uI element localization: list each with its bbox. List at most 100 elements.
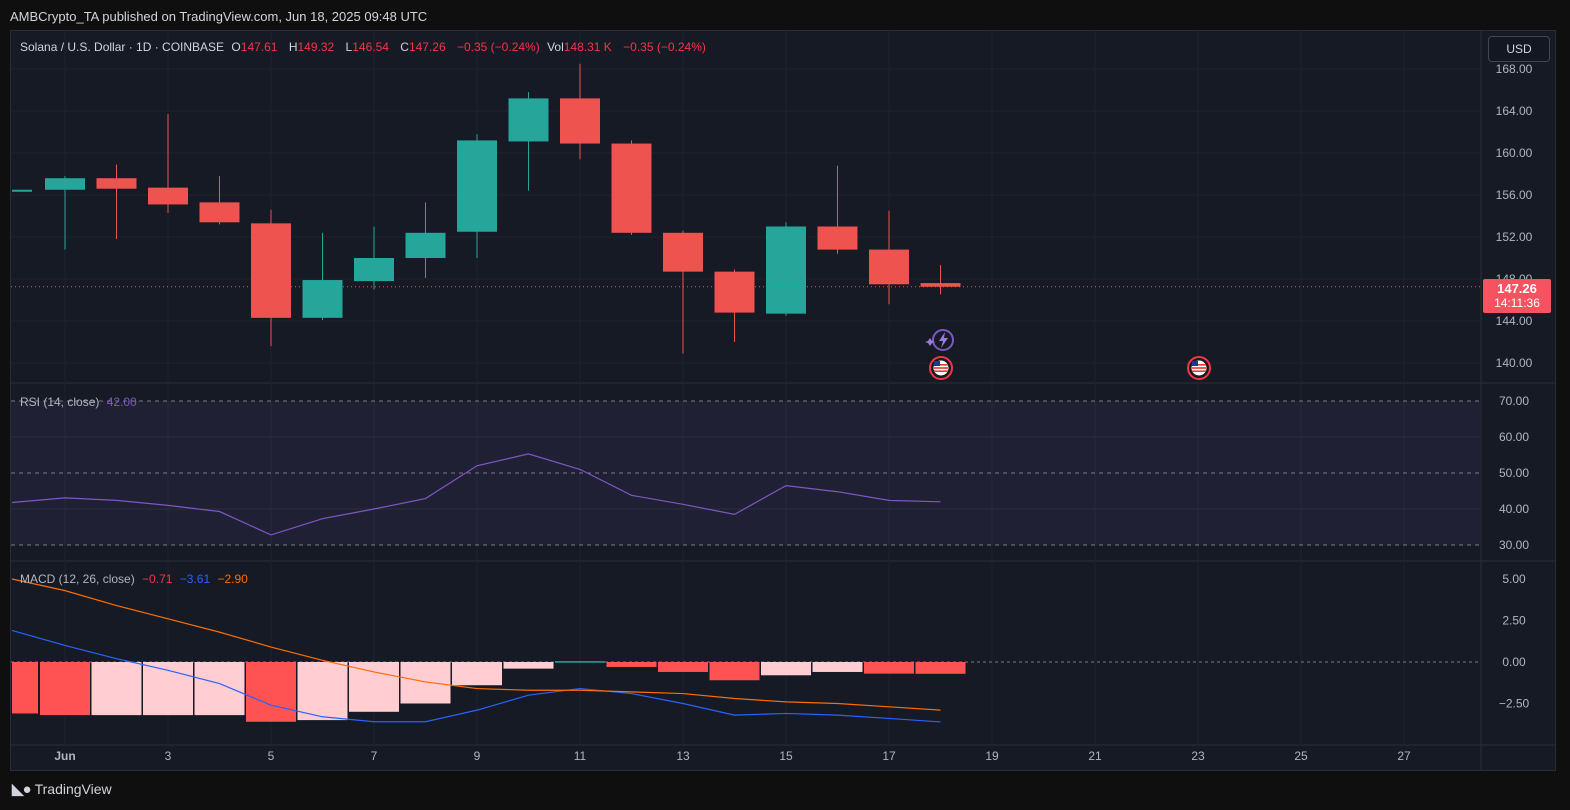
- macd-signal-value: −2.90: [217, 572, 248, 586]
- candle: [869, 210, 909, 305]
- candle-body: [251, 223, 291, 318]
- high-label: H: [288, 40, 298, 54]
- rsi-tick-label: 50.00: [1499, 466, 1529, 480]
- flag-canton: [1192, 361, 1198, 366]
- us-flag-event-icon: [929, 356, 953, 380]
- candle-body: [766, 226, 806, 314]
- rsi-tick-label: 60.00: [1499, 430, 1529, 444]
- candle: [12, 189, 32, 192]
- macd-histogram-bar: [503, 662, 554, 669]
- candle-body: [920, 283, 961, 287]
- macd-histogram-bar: [709, 662, 760, 681]
- time-tick-label: 17: [882, 749, 896, 763]
- price-tick-label: 140.00: [1496, 356, 1533, 370]
- candle-body: [663, 232, 703, 272]
- candle-body: [405, 232, 446, 258]
- candle-body: [457, 140, 497, 232]
- tradingview-logo-icon: ◣●: [12, 781, 32, 798]
- price-axis: 140.00144.00148.00152.00156.00160.00164.…: [1496, 62, 1533, 711]
- time-axis: Jun 3 5 7 9 11 13 15 17 19 21 23 25 27: [54, 749, 1411, 763]
- macd-legend: MACD (12, 26, close) −0.71 −3.61 −2.90: [20, 572, 252, 586]
- rsi-value: 42.00: [106, 395, 137, 409]
- macd-histogram-bar: [864, 662, 914, 674]
- sparkle-glyph: [925, 338, 935, 346]
- time-tick-label: 3: [165, 749, 172, 763]
- macd-histogram-bar: [297, 662, 348, 721]
- macd-signal-line: [11, 578, 941, 711]
- tradingview-wordmark: TradingView: [34, 781, 112, 797]
- candle: [508, 92, 549, 191]
- last-price-tag: 147.26 14:11:36: [1483, 279, 1551, 313]
- low-label: L: [345, 40, 353, 54]
- candle-body: [12, 189, 32, 192]
- change-value: −0.35 (−0.24%): [456, 40, 540, 54]
- flag-stripe: [934, 364, 948, 366]
- macd-histogram-bar: [400, 662, 451, 704]
- candle: [920, 265, 961, 295]
- rsi-tick-label: 40.00: [1499, 502, 1529, 516]
- candle: [405, 202, 446, 278]
- time-tick-label: 7: [371, 749, 378, 763]
- flag-stripe: [1192, 370, 1206, 372]
- macd-histogram-bar: [194, 662, 245, 716]
- flag-stripe: [1192, 364, 1206, 366]
- candle: [148, 114, 188, 213]
- price-tick-label: 156.00: [1496, 188, 1533, 202]
- candle: [663, 230, 703, 354]
- candle: [354, 226, 394, 290]
- flag-stripe: [934, 370, 948, 372]
- candle: [766, 222, 806, 316]
- macd-histogram-bar: [91, 662, 142, 716]
- volume-change: −0.35 (−0.24%): [623, 40, 706, 54]
- candle: [817, 165, 858, 254]
- macd-histogram-bar: [606, 662, 657, 667]
- candle-body: [199, 202, 240, 223]
- time-tick-label: Jun: [54, 749, 75, 763]
- flag-canton: [934, 361, 940, 366]
- macd-label[interactable]: MACD (12, 26, close): [20, 572, 135, 586]
- macd-tick-label: 2.50: [1502, 614, 1526, 628]
- flag-stripe: [1192, 367, 1206, 369]
- lightning-glyph: [939, 332, 948, 348]
- price-tick-label: 168.00: [1496, 62, 1533, 76]
- symbol-title[interactable]: Solana / U.S. Dollar · 1D · COINBASE: [20, 40, 225, 54]
- close-value: 147.26: [408, 40, 446, 54]
- candle: [611, 140, 652, 235]
- macd-hist-value: −0.71: [142, 572, 173, 586]
- time-tick-label: 5: [268, 749, 275, 763]
- macd-line-value: −3.61: [179, 572, 211, 586]
- rsi-pane: [11, 400, 1480, 546]
- candle-body: [96, 178, 137, 189]
- time-tick-label: 25: [1294, 749, 1308, 763]
- high-value: 149.32: [297, 40, 335, 54]
- price-pane: [11, 63, 1481, 354]
- time-tick-label: 11: [574, 749, 587, 763]
- open-value: 147.61: [240, 40, 278, 54]
- price-tick-label: 164.00: [1496, 104, 1533, 118]
- candle-body: [817, 226, 858, 250]
- lightning-event-icon: [925, 329, 954, 351]
- candle-body: [45, 178, 85, 190]
- time-tick-label: 15: [779, 749, 793, 763]
- volume-label: Vol: [547, 40, 564, 54]
- time-tick-label: 27: [1397, 749, 1411, 763]
- candle-body: [302, 280, 343, 318]
- macd-histogram-bar: [40, 662, 90, 716]
- candle-body: [869, 249, 909, 285]
- rsi-label[interactable]: RSI (14, close): [20, 395, 100, 409]
- candle: [251, 209, 291, 347]
- price-tick-label: 160.00: [1496, 146, 1533, 160]
- candle: [302, 232, 343, 320]
- top-bar: AMBCrypto_TA published on TradingView.co…: [0, 0, 1570, 30]
- candle-body: [354, 258, 394, 282]
- macd-line: [11, 629, 941, 723]
- low-value: 146.54: [352, 40, 389, 54]
- flag-stripe: [934, 367, 948, 369]
- tradingview-logo[interactable]: ◣● TradingView: [12, 780, 112, 798]
- price-tick-label: 152.00: [1496, 230, 1533, 244]
- main-legend: Solana / U.S. Dollar · 1D · COINBASE O14…: [20, 40, 710, 54]
- last-price-value: 147.26: [1497, 281, 1537, 296]
- bar-countdown: 14:11:36: [1494, 296, 1540, 310]
- currency-button[interactable]: USD: [1488, 36, 1550, 62]
